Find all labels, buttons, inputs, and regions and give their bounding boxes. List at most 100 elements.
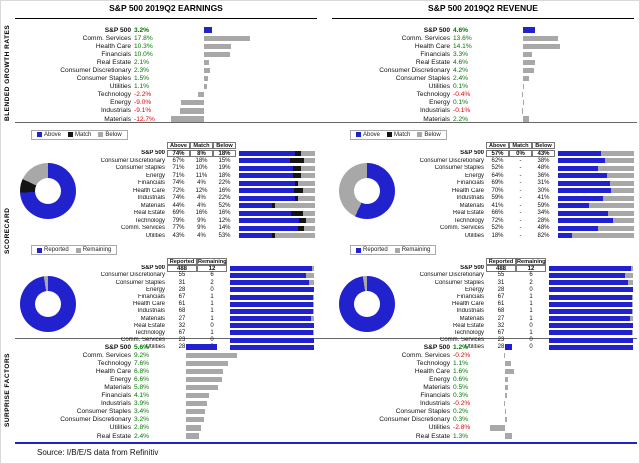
table-row: Consumer Discretionary 55 6	[81, 272, 318, 279]
value-cell: 55	[497, 272, 505, 279]
remaining-swatch	[75, 247, 81, 253]
match-segment	[293, 188, 303, 194]
bar-track	[483, 43, 637, 49]
bar-label: Industrials	[100, 107, 131, 115]
bar-label: Consumer Staples	[76, 408, 131, 416]
bar	[505, 409, 507, 415]
table-row: Financials 69% - 31%	[400, 180, 637, 188]
bar-row: Industrials 3.9%	[15, 400, 318, 408]
bar-track	[483, 433, 637, 439]
bar	[505, 433, 513, 439]
table-row: Technology 79% 9% 12%	[81, 217, 318, 225]
bar-row: Health Care 1.6%	[334, 367, 637, 375]
bar-row: Real Estate 4.6%	[334, 58, 637, 66]
bar-label: Utilities	[109, 424, 131, 432]
value-cell: 31	[497, 279, 505, 286]
stacked-bar	[239, 165, 315, 171]
remaining-segment	[312, 330, 314, 336]
table-row: Financials 67 1	[400, 293, 637, 300]
above-segment	[239, 173, 293, 179]
value-cell: 68	[497, 308, 505, 315]
row-label: Technology	[134, 217, 165, 224]
value-cell: 31	[178, 279, 186, 286]
bar-value: 3.4%	[134, 408, 150, 416]
bar	[505, 393, 507, 399]
row-label: Energy	[464, 172, 484, 179]
bar-row: Utilities 1.1%	[15, 83, 318, 91]
row-label: Energy	[145, 286, 165, 293]
above-segment	[239, 218, 300, 224]
row-label: Technology	[134, 329, 165, 336]
bar-label: Consumer Staples	[395, 408, 450, 416]
bar-label: Energy	[110, 99, 131, 107]
remaining-swatch	[394, 247, 400, 253]
bar-row: Technology 1.1%	[334, 359, 637, 367]
value-cell: -	[519, 187, 522, 194]
stacked-bar	[558, 188, 634, 194]
bar-label: Health Care	[95, 42, 131, 50]
bar-label: Health Care	[414, 367, 450, 375]
bar-row: Industrials -9.1%	[15, 107, 318, 115]
row-label: Real Estate	[452, 322, 484, 329]
bar-value: 1.1%	[134, 83, 150, 91]
remaining-segment	[624, 272, 633, 278]
bar	[523, 100, 524, 106]
bar	[523, 59, 535, 66]
value-cell: 12%	[218, 217, 231, 224]
legend-label: Above	[44, 131, 62, 138]
bar-track	[164, 51, 318, 57]
bar-track	[164, 100, 318, 106]
value-cell: 43%	[172, 232, 185, 239]
reported-segment	[549, 323, 633, 329]
bar-value: 0.2%	[453, 408, 469, 416]
surprise-earnings-chart: S&P 500 5.6% Comm. Services 9.2% Technology 7…	[15, 340, 318, 440]
value-cell: -	[519, 202, 522, 209]
value-cell: -	[519, 195, 522, 202]
row-label: Utilities	[464, 232, 484, 239]
above-segment	[558, 150, 602, 156]
bar	[204, 84, 207, 90]
column-header: Remaining	[516, 257, 546, 265]
table-row: Real Estate 69% 16% 16%	[81, 210, 318, 218]
bar-row: Energy 6.6%	[15, 375, 318, 383]
value-cell: 62%	[491, 157, 504, 164]
row-label: Health Care	[132, 301, 165, 308]
stacked-bar	[549, 301, 633, 307]
bar-label: Industrials	[419, 400, 450, 408]
growth-section: S&P 500 3.2% Comm. Services 17.8% Health Car…	[15, 23, 637, 123]
bar-label: Consumer Discretionary	[60, 67, 131, 75]
table-row: S&P 500 488 12	[400, 264, 637, 272]
row-label: Comm. Services	[120, 337, 165, 344]
bar-label: Consumer Staples	[76, 75, 131, 83]
below-segment	[298, 180, 315, 186]
stacked-bar	[230, 265, 314, 271]
stacked-bar	[230, 294, 314, 300]
table-row: Materials 27 1	[400, 315, 637, 322]
reported-segment	[230, 265, 312, 271]
bar-track	[483, 393, 637, 399]
bar-value: -0.2%	[453, 351, 471, 359]
value-cell: 31%	[537, 180, 550, 187]
above-segment	[558, 233, 572, 239]
stacked-bar	[239, 210, 315, 216]
scorecard-body: Above Match Below S&P 500 74% 8% 18% Consumer D…	[15, 142, 318, 240]
bar	[186, 401, 208, 407]
bar-row: Utilities 0.1%	[334, 83, 637, 91]
bar-row: Comm. Services -0.2%	[334, 351, 637, 359]
bar-label: Industrials	[100, 400, 131, 408]
bar-value: -2.8%	[453, 424, 471, 432]
stacked-bar	[558, 225, 634, 231]
bar-track	[164, 84, 318, 90]
bar-row: Financials 3.3%	[334, 50, 637, 58]
value-cell: 1	[210, 294, 214, 301]
value-cell: 16%	[195, 210, 208, 217]
table-row: Health Care 72% 12% 16%	[81, 187, 318, 195]
match-segment	[292, 165, 301, 171]
value-cell: 12	[197, 264, 227, 272]
bar-track	[483, 401, 637, 407]
value-cell: 69%	[172, 210, 185, 217]
scorecard-earnings-abm: Above Match Below Above Match Below S&P 500 74%…	[15, 124, 318, 240]
value-cell: 9%	[197, 217, 206, 224]
below-segment	[611, 188, 634, 194]
bar-label: Comm. Services	[82, 34, 131, 42]
